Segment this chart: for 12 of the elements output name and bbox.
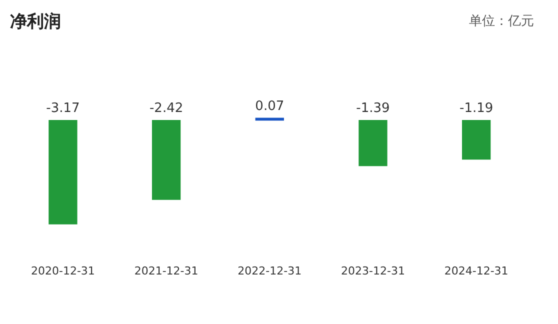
data-label: -2.42 bbox=[149, 101, 184, 116]
x-tick-label: 2021-12-31 bbox=[134, 264, 198, 278]
x-tick-label: 2024-12-31 bbox=[444, 264, 508, 278]
x-tick-label: 2023-12-31 bbox=[341, 264, 405, 278]
data-label: 0.07 bbox=[255, 98, 284, 114]
x-tick-label: 2020-12-31 bbox=[30, 264, 95, 278]
data-label: -1.39 bbox=[356, 101, 390, 116]
data-label: -3.17 bbox=[46, 101, 80, 116]
x-tick-label: 2022-12-31 bbox=[238, 264, 302, 278]
data-label: -1.19 bbox=[460, 101, 494, 116]
chart-title: 净利润 bbox=[10, 11, 61, 33]
text: 单位：亿元 bbox=[469, 13, 534, 30]
